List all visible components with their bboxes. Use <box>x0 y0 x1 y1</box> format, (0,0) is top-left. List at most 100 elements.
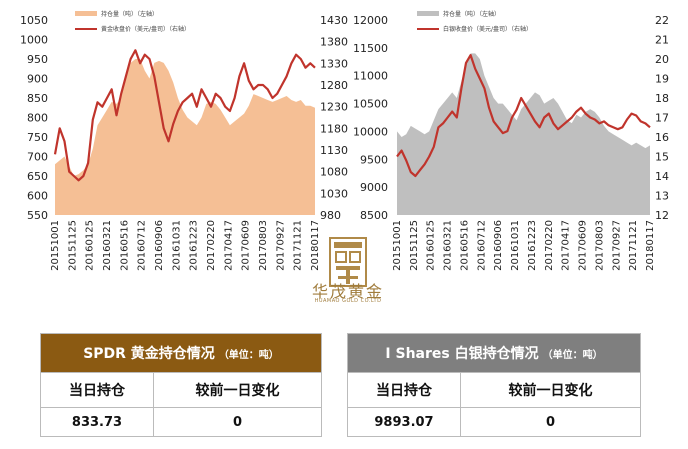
right-axis-tick-label: 22 <box>655 14 669 27</box>
x-axis-tick-label: 20160906 <box>154 220 165 271</box>
left-axis-tick-label: 750 <box>27 131 48 144</box>
gold-holding-table: SPDR 黄金持仓情况 （单位：吨） 当日持仓 较前一日变化 833.73 0 <box>40 333 322 437</box>
price-line-series <box>53 49 316 182</box>
gold-change-value: 0 <box>153 407 322 437</box>
gold-chart: 550 600 650 700 750 800 850 900 950 1000 1050 980 10… <box>20 10 348 271</box>
price-line-series <box>396 54 651 178</box>
x-axis-tick-label: 20170803 <box>594 220 605 271</box>
left-axis-tick-label: 12000 <box>353 14 388 27</box>
left-axis-tick-label: 11500 <box>353 42 388 55</box>
x-axis-tick-label: 20170220 <box>206 220 217 271</box>
holding-area-series <box>397 53 650 216</box>
x-axis-tick-label: 20170417 <box>561 220 572 271</box>
gold-table-unit: （单位：吨） <box>218 350 279 361</box>
silver-table-unit: （单位：吨） <box>542 350 603 361</box>
left-axis-tick-label: 9500 <box>360 153 388 166</box>
x-axis-tick-label: 20180117 <box>310 220 321 271</box>
right-axis-tick-label: 15 <box>655 151 669 164</box>
silver-col2-label: 较前一日变化 <box>460 372 641 408</box>
silver-holding-value: 9893.07 <box>347 407 461 437</box>
x-axis-tick-label: 20151001 <box>50 220 61 271</box>
left-axis-tick-label: 650 <box>27 170 48 183</box>
x-axis-tick-label: 20160125 <box>85 220 96 271</box>
left-axis-tick-label: 800 <box>27 112 48 125</box>
x-axis-tick-label: 20151001 <box>392 220 403 271</box>
left-axis-tick-label: 10500 <box>353 98 388 111</box>
x-axis-tick-label: 20160906 <box>493 220 504 271</box>
left-axis-tick-label: 700 <box>27 151 48 164</box>
right-axis-tick-label: 1080 <box>320 166 348 179</box>
right-axis-tick-label: 13 <box>655 190 669 203</box>
right-axis-tick-label: 14 <box>655 170 669 183</box>
left-axis-tick-label: 11000 <box>353 70 388 83</box>
x-axis-tick-label: 20170417 <box>223 220 234 271</box>
left-axis-tick-label: 600 <box>27 190 48 203</box>
x-axis-tick-label: 20171121 <box>293 220 304 271</box>
right-axis-tick-label: 20 <box>655 53 669 66</box>
x-axis-tick-label: 20160516 <box>459 220 470 271</box>
right-axis-tick-label: 1380 <box>320 36 348 49</box>
right-axis-tick-label: 1230 <box>320 101 348 114</box>
x-axis-tick-label: 20170609 <box>578 220 589 271</box>
legend-swatch-holding <box>75 11 97 16</box>
right-axis-tick-label: 1330 <box>320 57 348 70</box>
silver-table-title: I Shares 白银持仓情况 <box>385 346 539 362</box>
right-axis-tick-label: 1030 <box>320 187 348 200</box>
logo-name-en: HUAMAO GOLD CO.LTD <box>314 298 382 304</box>
x-axis-tick-label: 20161031 <box>510 220 521 271</box>
x-axis-tick-label: 20160712 <box>476 220 487 271</box>
holding-area-series <box>55 59 315 215</box>
logo-name-cn: 华茂黄金 <box>311 282 384 301</box>
right-axis-tick-label: 1130 <box>320 144 348 157</box>
x-axis-tick-label: 20161223 <box>189 220 200 271</box>
x-axis-tick-label: 20160516 <box>119 220 130 271</box>
silver-table-header: I Shares 白银持仓情况 （单位：吨） <box>347 333 641 373</box>
x-axis-tick-label: 20161031 <box>171 220 182 271</box>
legend-swatch-holding <box>417 11 439 16</box>
silver-holding-table: I Shares 白银持仓情况 （单位：吨） 当日持仓 较前一日变化 9893.0… <box>347 333 641 437</box>
right-axis-tick-label: 16 <box>655 131 669 144</box>
right-axis-tick-label: 19 <box>655 73 669 86</box>
right-axis-tick-label: 21 <box>655 34 669 47</box>
x-axis-tick-label: 20170609 <box>241 220 252 271</box>
right-axis-tick-label: 12 <box>655 209 669 222</box>
left-axis-tick-label: 1050 <box>20 14 48 27</box>
x-axis-tick-label: 20171121 <box>628 220 639 271</box>
left-axis-tick-label: 10000 <box>353 125 388 138</box>
x-axis-tick-label: 20160125 <box>426 220 437 271</box>
silver-change-value: 0 <box>460 407 641 437</box>
x-axis-tick-label: 20161223 <box>527 220 538 271</box>
right-axis-tick-label: 1430 <box>320 14 348 27</box>
legend-label-holding: 持仓量（吨）（左轴） <box>443 10 500 18</box>
x-axis-tick-label: 20170803 <box>258 220 269 271</box>
x-axis-tick-label: 20151125 <box>67 220 78 271</box>
gold-table-header: SPDR 黄金持仓情况 （单位：吨） <box>40 333 322 373</box>
left-axis-tick-label: 850 <box>27 92 48 105</box>
right-axis-tick-label: 980 <box>320 209 341 222</box>
x-axis-tick-label: 20170220 <box>544 220 555 271</box>
right-axis-tick-label: 1280 <box>320 79 348 92</box>
silver-chart: 8500 9000 9500 10000 10500 11000 11500 12000 12 1… <box>353 10 669 271</box>
left-axis-tick-label: 1000 <box>20 34 48 47</box>
left-axis-tick-label: 550 <box>27 209 48 222</box>
legend-label-holding: 持仓量（吨）（左轴） <box>101 10 158 18</box>
x-axis-tick-label: 20160712 <box>137 220 148 271</box>
gold-col2-label: 较前一日变化 <box>153 372 322 408</box>
right-axis-tick-label: 18 <box>655 92 669 105</box>
right-axis-tick-label: 1180 <box>320 122 348 135</box>
left-axis-tick-label: 9000 <box>360 181 388 194</box>
x-axis-tick-label: 20170927 <box>275 220 286 271</box>
silver-col1-label: 当日持仓 <box>347 372 461 408</box>
legend-label-price: 白银收盘价（美元/盎司）（右轴） <box>443 25 532 33</box>
huamao-logo-icon <box>329 237 367 287</box>
legend-label-price: 黄金收盘价（美元/盎司）（右轴） <box>101 25 190 33</box>
x-axis-tick-label: 20151125 <box>409 220 420 271</box>
left-axis-tick-label: 8500 <box>360 209 388 222</box>
x-axis-tick-label: 20180117 <box>645 220 656 271</box>
gold-table-title: SPDR 黄金持仓情况 <box>83 346 215 362</box>
left-axis-tick-label: 950 <box>27 53 48 66</box>
gold-holding-value: 833.73 <box>40 407 154 437</box>
right-axis-tick-label: 17 <box>655 112 669 125</box>
x-axis-tick-label: 20160321 <box>102 220 113 271</box>
